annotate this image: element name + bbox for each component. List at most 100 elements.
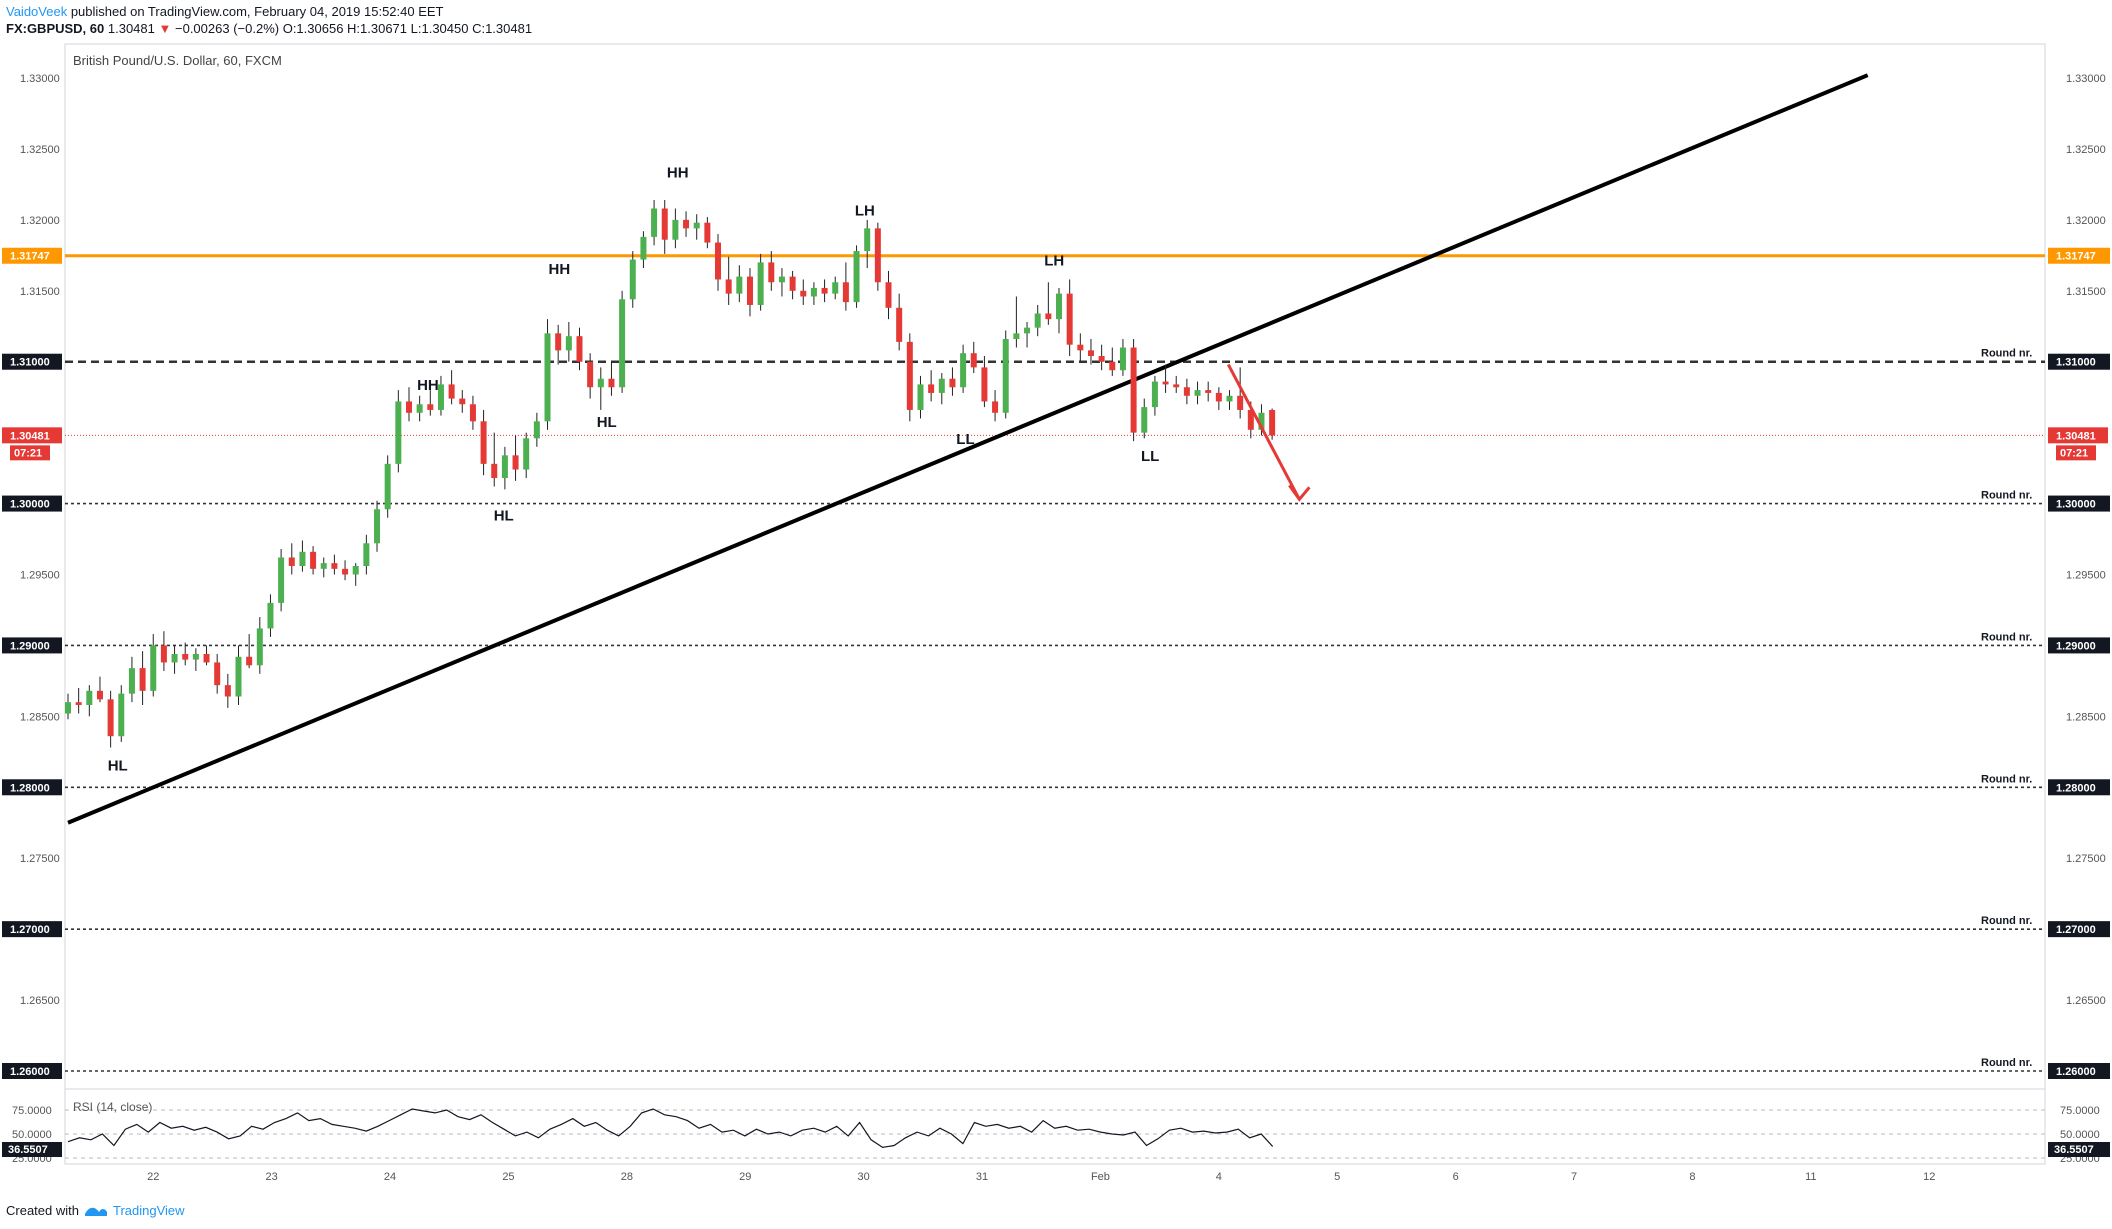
candle-body (150, 645, 157, 691)
rsi-tick-right: 75.0000 (2060, 1105, 2100, 1117)
swing-label: LH (855, 203, 875, 220)
candle-body (693, 222, 700, 229)
rsi-badge-left-text: 36.5507 (8, 1144, 48, 1156)
candle-body (139, 668, 146, 691)
x-tick-label: 11 (1805, 1171, 1816, 1183)
candle-body (715, 242, 722, 280)
candle-body (1119, 347, 1126, 371)
x-tick-label: 7 (1571, 1171, 1577, 1183)
y-tick-right: 1.33000 (2066, 73, 2106, 85)
y-tick-right: 1.26500 (2066, 995, 2106, 1007)
swing-label: HL (108, 757, 128, 774)
candle-body (789, 276, 796, 291)
candle-body (512, 455, 519, 470)
candle-body (320, 563, 327, 569)
candle-body (437, 384, 444, 410)
candle-body (363, 543, 370, 566)
candle-body (853, 251, 860, 303)
axis-badge-right-text: 1.28000 (2056, 782, 2096, 794)
candle-body (1077, 344, 1084, 351)
x-tick-label: 22 (147, 1171, 159, 1183)
axis-badge-right-text: 1.31000 (2056, 357, 2096, 369)
round-number-label: Round nr. (1981, 490, 2032, 502)
candle-body (651, 208, 658, 237)
axis-badge-right-text: 1.26000 (2056, 1066, 2096, 1078)
x-tick-label: 24 (384, 1171, 396, 1183)
candle-body (331, 563, 338, 569)
candle-body (778, 276, 785, 283)
resistance-badge-right (2048, 247, 2110, 264)
candle-body (928, 384, 935, 393)
candle-body (299, 551, 306, 566)
axis-badge-right (2048, 779, 2110, 796)
candle-body (1013, 333, 1020, 340)
rsi-tick-right: 50.0000 (2060, 1129, 2100, 1141)
footer: Created with TradingView (6, 1203, 185, 1218)
candle-body (683, 219, 690, 229)
candle-body (192, 653, 199, 660)
y-tick-left: 1.33000 (20, 73, 60, 85)
ohlc-values: O:1.30656 H:1.30671 L:1.30450 C:1.30481 (282, 21, 533, 36)
y-tick-left: 1.32000 (20, 215, 60, 227)
candle-body (118, 693, 125, 737)
candle-body (906, 341, 913, 410)
candle-body (310, 551, 317, 569)
x-tick-label: 25 (502, 1171, 514, 1183)
x-tick-label: 12 (1923, 1171, 1935, 1183)
plot-frame (64, 43, 2046, 1165)
swing-label: LH (1044, 252, 1064, 269)
author-link[interactable]: VaidoVeek (6, 4, 68, 19)
countdown-badge-right (2056, 445, 2096, 461)
candle-body (1258, 412, 1265, 430)
candle-body (874, 228, 881, 283)
swing-label: LL (1141, 448, 1159, 465)
candle-body (160, 645, 167, 663)
candle-body (619, 299, 626, 388)
candle-body (416, 404, 423, 413)
x-tick-label: 8 (1689, 1171, 1695, 1183)
candle-body (576, 336, 583, 362)
last-price-badge-left (2, 427, 62, 444)
publish-line: VaidoVeek published on TradingView.com, … (6, 3, 532, 20)
rsi-badge-right-text: 36.5507 (2054, 1144, 2094, 1156)
candle-body (224, 685, 231, 697)
candle-body (1205, 390, 1212, 393)
candle-body (672, 219, 679, 240)
candle-body (565, 336, 572, 351)
y-tick-left: 1.32500 (20, 144, 60, 156)
axis-badge-left-text: 1.29000 (10, 640, 50, 652)
countdown-badge-left (10, 445, 50, 461)
axis-badge-right-text: 1.27000 (2056, 924, 2096, 936)
x-tick-label: Feb (1091, 1171, 1110, 1183)
tradingview-link[interactable]: TradingView (112, 1203, 185, 1218)
round-number-label: Round nr. (1981, 631, 2032, 643)
candle-body (992, 401, 999, 413)
resistance-badge-right-text: 1.31747 (2056, 251, 2096, 263)
candle-body (1056, 293, 1063, 320)
candle-body (555, 333, 562, 351)
candle-body (960, 353, 967, 388)
y-tick-right: 1.28500 (2066, 711, 2106, 723)
axis-badge-left-text: 1.28000 (10, 782, 50, 794)
rsi-tick-left: 75.0000 (12, 1105, 52, 1117)
candle-body (384, 463, 391, 510)
candle-body (214, 662, 221, 686)
candle-body (86, 690, 93, 706)
candle-body (65, 702, 71, 714)
x-tick-label: 31 (976, 1171, 988, 1183)
x-tick-label: 4 (1216, 1171, 1222, 1183)
candle-body (182, 653, 189, 660)
axis-badge-right-text: 1.29000 (2056, 640, 2096, 652)
candle-body (128, 668, 135, 694)
swing-label: HH (549, 261, 571, 278)
trendline (67, 73, 1869, 825)
candle-body (970, 353, 977, 368)
y-tick-right: 1.32500 (2066, 144, 2106, 156)
candle-body (256, 628, 263, 666)
candle-body (864, 228, 871, 252)
candle-body (1130, 347, 1137, 433)
axis-badge-right-text: 1.30000 (2056, 499, 2096, 511)
round-number-label: Round nr. (1981, 915, 2032, 927)
axis-badge-right (2048, 495, 2110, 512)
